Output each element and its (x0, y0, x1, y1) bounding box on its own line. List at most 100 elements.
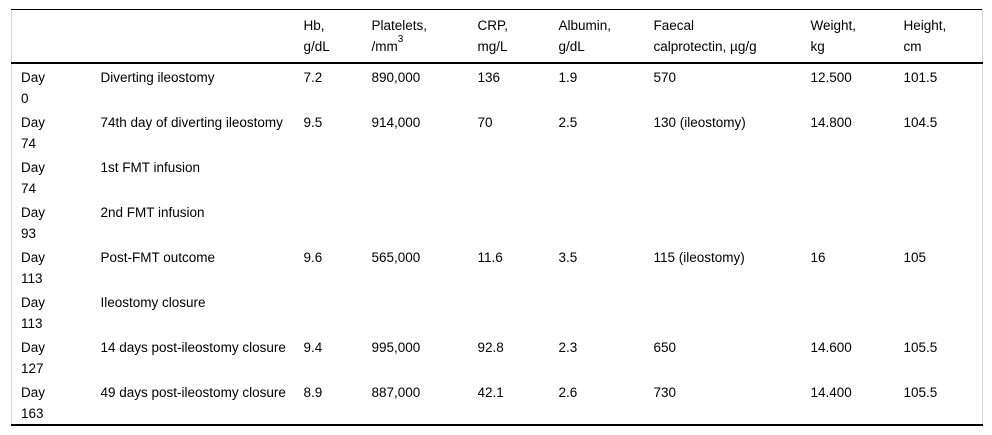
cell-weight: 16 (810, 250, 826, 265)
cell-event: 74th day of diverting ileostomy (100, 115, 283, 130)
cell-faecal-calprotectin: 570 (653, 70, 677, 85)
cell-day: Day 163 (12, 379, 92, 425)
cell-event: 2nd FMT infusion (100, 205, 205, 220)
cell-day: Day 127 (12, 334, 92, 379)
cell-day: Day 0 (12, 63, 92, 109)
cell-height (895, 199, 983, 244)
cell-weight (802, 154, 895, 199)
cell-crp (469, 199, 550, 244)
cell-height: 101.5 (903, 70, 938, 85)
cell-weight (802, 289, 895, 334)
cell-faecal-calprotectin: 730 (653, 385, 677, 400)
day-number: 74 (21, 136, 37, 151)
cell-platelets: 914,000 (371, 115, 421, 130)
table-row: Day 163 49 days post-ileostomy closure 8.… (12, 379, 983, 425)
cell-faecal-calprotectin (645, 289, 802, 334)
day-number: 113 (21, 316, 43, 331)
cell-weight: 12.500 (810, 70, 852, 85)
day-number: 74 (21, 181, 37, 196)
table-row: Day 74 1st FMT infusion (12, 154, 983, 199)
cell-day: Day 74 (12, 154, 92, 199)
col-header-hb: Hb, g/dL (295, 10, 363, 64)
header-row: Hb, g/dL Platelets,/mm3 CRP, mg/L Albumin,… (11, 10, 983, 64)
cell-hb (295, 154, 363, 199)
cell-crp (469, 154, 550, 199)
cell-day: Day 113 (12, 244, 92, 289)
day-number: 163 (21, 406, 44, 421)
lab-results-table: Hb, g/dL Platelets,/mm3 CRP, mg/L Albumin,… (11, 9, 983, 426)
col-header-height: Height, cm (895, 10, 983, 64)
cell-faecal-calprotectin (645, 154, 802, 199)
cell-event: Ileostomy closure (100, 295, 206, 310)
cell-hb: 9.5 (303, 115, 323, 130)
cell-hb (295, 289, 363, 334)
day-number: 0 (21, 91, 29, 106)
col-header-day (12, 10, 92, 64)
header-line: mg/L (477, 39, 508, 54)
cell-height: 105 (903, 250, 927, 265)
cell-albumin (550, 154, 645, 199)
day-label: Day (21, 340, 46, 355)
day-label: Day (21, 160, 46, 175)
cell-height (895, 154, 983, 199)
cell-crp: 136 (477, 70, 501, 85)
cell-albumin (550, 199, 645, 244)
cell-platelets (363, 154, 469, 199)
table-row: Day 113 Ileostomy closure (12, 289, 983, 334)
cell-weight: 14.400 (810, 385, 852, 400)
cell-height: 104.5 (903, 115, 938, 130)
lab-results-table-container: Hb, g/dL Platelets,/mm3 CRP, mg/L Albumin,… (11, 9, 992, 426)
day-number: 127 (21, 361, 44, 376)
cell-albumin: 1.9 (558, 70, 578, 85)
cell-platelets (363, 199, 469, 244)
cell-hb: 7.2 (303, 70, 323, 85)
cell-event: 49 days post-ileostomy closure (100, 385, 286, 400)
cell-height: 105.5 (903, 385, 938, 400)
day-label: Day (21, 250, 46, 265)
cell-hb: 8.9 (303, 385, 323, 400)
header-line: Platelets, (371, 18, 428, 33)
cell-platelets: 565,000 (371, 250, 421, 265)
col-header-faecal-calprotectin: Faecal calprotectin, µg/g (645, 10, 802, 64)
cell-day: Day 74 (12, 109, 92, 154)
cell-hb: 9.4 (303, 340, 323, 355)
cell-faecal-calprotectin: 130 (ileostomy) (653, 115, 746, 130)
cell-height (895, 289, 983, 334)
cell-height: 105.5 (903, 340, 938, 355)
day-number: 113 (21, 271, 43, 286)
cell-crp (469, 289, 550, 334)
cell-crp: 42.1 (477, 385, 504, 400)
cell-crp: 11.6 (477, 250, 503, 265)
cell-event: 1st FMT infusion (100, 160, 201, 175)
header-line: Albumin, (558, 18, 612, 33)
cell-albumin: 2.5 (558, 115, 578, 130)
cell-hb (295, 199, 363, 244)
cell-platelets (363, 289, 469, 334)
header-line: g/dL (303, 39, 330, 54)
cell-platelets: 887,000 (371, 385, 421, 400)
cell-weight: 14.600 (810, 340, 852, 355)
cell-platelets: 890,000 (371, 70, 421, 85)
cell-faecal-calprotectin (645, 199, 802, 244)
col-header-weight: Weight, kg (802, 10, 895, 64)
day-label: Day (21, 295, 46, 310)
cell-day: Day 93 (12, 199, 92, 244)
cell-day: Day 113 (12, 289, 92, 334)
day-label: Day (21, 205, 46, 220)
table-row: Day 113 Post-FMT outcome 9.6 565,000 11.6… (12, 244, 983, 289)
header-line: calprotectin, µg/g (653, 39, 757, 54)
cell-crp: 92.8 (477, 340, 504, 355)
header-line: /mm3 (372, 34, 461, 57)
cell-crp: 70 (477, 115, 493, 130)
cell-weight: 14.800 (810, 115, 852, 130)
day-number: 93 (21, 226, 37, 241)
header-line: kg (810, 39, 825, 54)
cell-faecal-calprotectin: 650 (653, 340, 677, 355)
col-header-platelets: Platelets,/mm3 (363, 10, 469, 64)
cell-albumin: 3.5 (558, 250, 578, 265)
cell-platelets: 995,000 (371, 340, 421, 355)
header-line: Height, (903, 18, 947, 33)
header-line: g/dL (558, 39, 585, 54)
day-label: Day (21, 115, 46, 130)
cell-albumin (550, 289, 645, 334)
